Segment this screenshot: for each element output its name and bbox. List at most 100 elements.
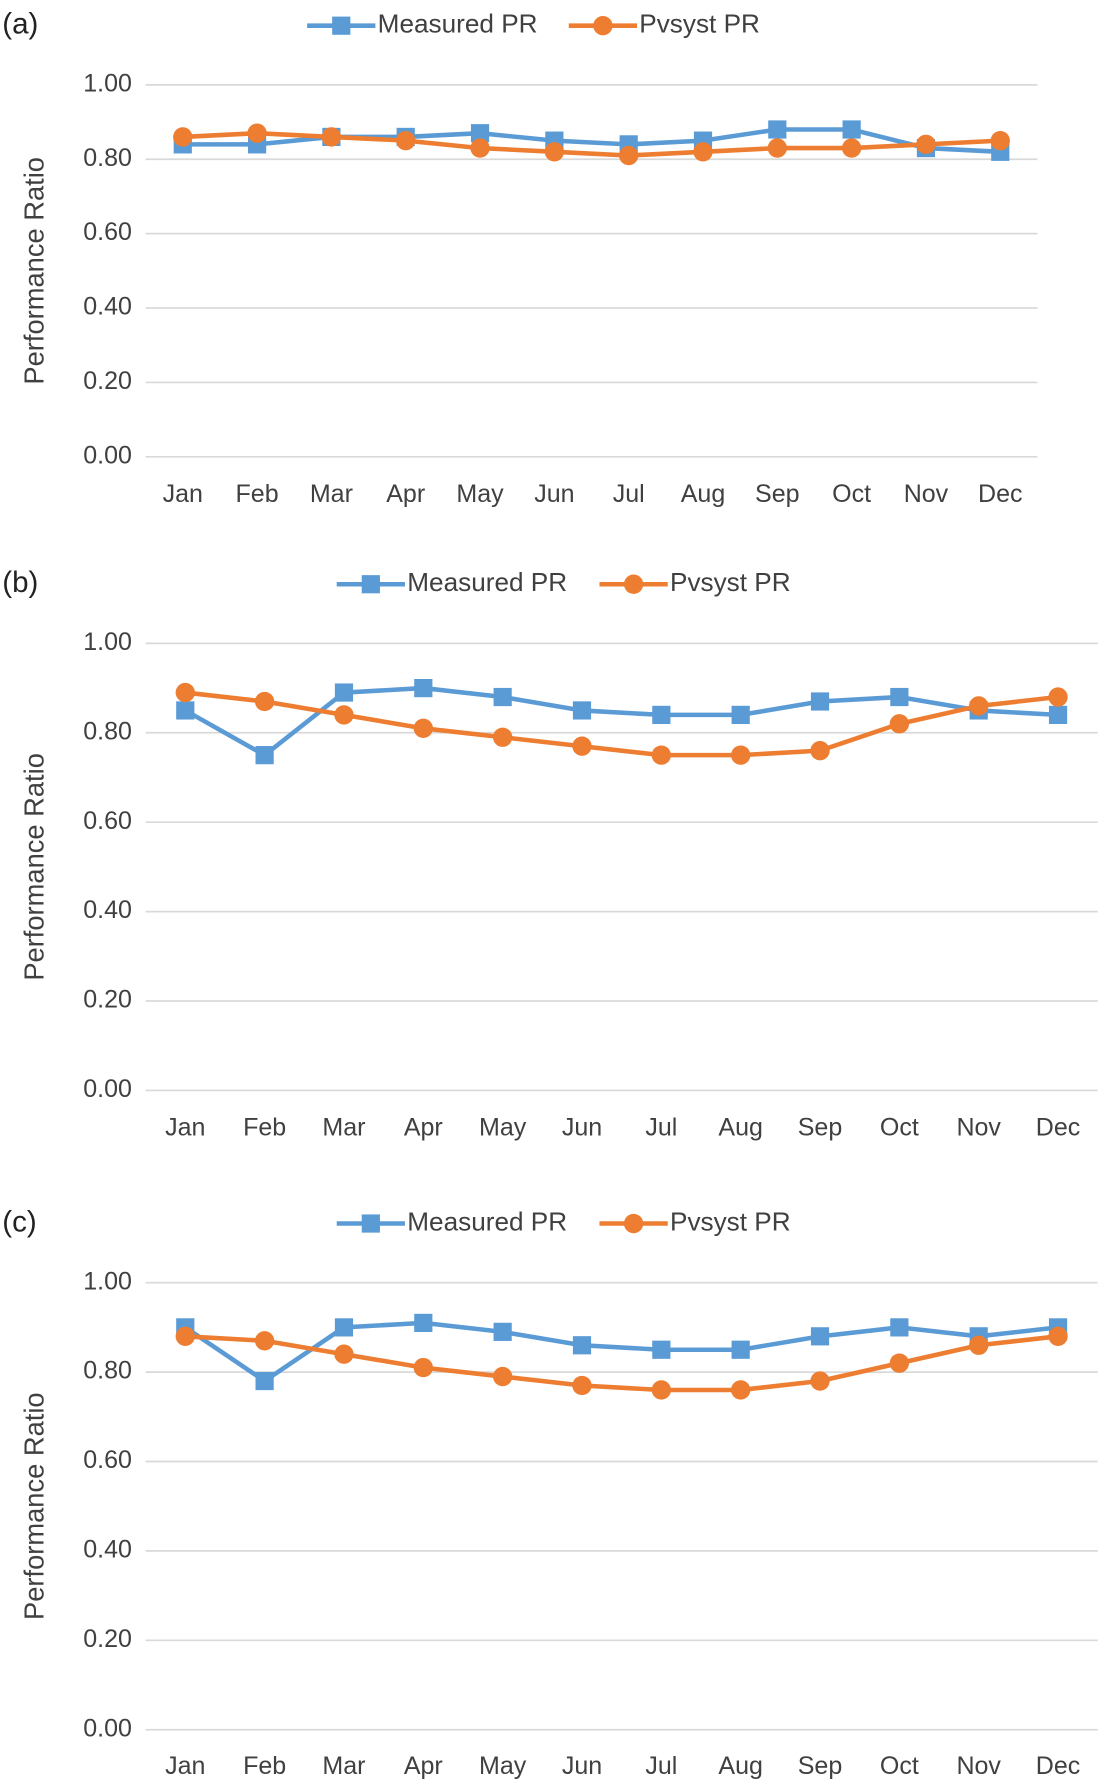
data-point — [572, 736, 592, 756]
y-tick-label: 0.20 — [83, 1625, 132, 1653]
x-tick-label: Sep — [755, 480, 800, 508]
data-point — [810, 741, 830, 761]
y-tick-label: 0.20 — [83, 986, 132, 1014]
x-tick-label: Apr — [404, 1752, 443, 1780]
data-point — [969, 696, 989, 716]
legend-label: Pvsyst PR — [670, 1206, 791, 1236]
data-point — [889, 714, 910, 734]
data-point — [889, 1353, 910, 1373]
y-tick-label: 0.20 — [83, 367, 132, 395]
legend-marker — [623, 574, 644, 594]
legend-marker — [361, 1214, 380, 1233]
series-line — [184, 685, 1059, 758]
data-point — [414, 1313, 433, 1333]
x-tick-label: Feb — [243, 1114, 286, 1142]
x-tick-label: Oct — [880, 1114, 919, 1142]
panel-label: (a) — [2, 8, 38, 41]
data-point — [767, 138, 787, 158]
x-tick-label: Jan — [165, 1114, 205, 1142]
data-point — [493, 687, 512, 707]
data-point — [1048, 687, 1068, 707]
data-point — [321, 127, 342, 147]
x-tick-label: Aug — [718, 1752, 763, 1780]
y-tick-label: 0.00 — [83, 1075, 132, 1103]
y-tick-label: 0.40 — [83, 1536, 132, 1564]
y-tick-label: 0.60 — [83, 807, 132, 835]
data-point — [175, 682, 195, 703]
data-point — [731, 1340, 750, 1359]
series-line — [185, 690, 1059, 758]
legend-marker — [593, 16, 613, 36]
data-point — [1048, 1326, 1068, 1346]
data-point — [247, 123, 267, 143]
y-tick-label: 0.80 — [83, 717, 132, 745]
data-point — [890, 687, 909, 707]
data-point — [731, 745, 751, 765]
data-point — [731, 705, 750, 725]
x-tick-label: May — [479, 1114, 527, 1142]
data-point — [334, 1344, 354, 1364]
data-point — [842, 120, 861, 139]
y-tick-label: 0.00 — [83, 1714, 132, 1742]
data-point — [255, 746, 274, 765]
series-line — [184, 1320, 1059, 1384]
data-point — [544, 142, 565, 162]
x-tick-label: Dec — [1036, 1114, 1081, 1142]
data-point — [176, 701, 195, 720]
x-tick-label: Aug — [681, 480, 726, 508]
data-point — [414, 678, 433, 698]
x-tick-label: Jan — [165, 1752, 205, 1780]
data-point — [470, 138, 490, 158]
data-point — [396, 130, 416, 151]
data-point — [1048, 705, 1068, 725]
y-tick-label: 1.00 — [83, 628, 132, 656]
y-tick-label: 0.00 — [83, 441, 132, 469]
x-tick-label: Aug — [718, 1114, 763, 1142]
x-tick-label: Mar — [322, 1114, 365, 1142]
data-point — [572, 1375, 592, 1396]
legend-label: Measured PR — [407, 1206, 567, 1236]
data-point — [254, 1331, 275, 1351]
data-point — [493, 1322, 512, 1341]
data-point — [572, 1336, 592, 1355]
x-tick-label: Feb — [243, 1752, 286, 1780]
x-tick-label: Jan — [163, 480, 203, 508]
data-point — [173, 127, 193, 147]
x-tick-label: Jul — [645, 1752, 677, 1780]
y-tick-label: 0.80 — [83, 1357, 132, 1385]
data-point — [492, 1366, 513, 1387]
legend-label: Pvsyst PR — [639, 9, 760, 39]
data-point — [334, 1318, 354, 1337]
x-tick-label: Nov — [956, 1114, 1001, 1142]
y-tick-label: 0.80 — [83, 144, 132, 172]
x-tick-label: May — [456, 480, 504, 508]
x-tick-label: Sep — [798, 1752, 843, 1780]
y-tick-label: 0.60 — [83, 1446, 132, 1474]
data-point — [768, 120, 787, 139]
x-tick-label: Mar — [322, 1752, 365, 1780]
y-tick-label: 1.00 — [83, 1267, 132, 1295]
data-point — [651, 745, 672, 765]
x-tick-label: Oct — [832, 480, 871, 508]
data-point — [470, 124, 490, 143]
legend-label: Pvsyst PR — [670, 567, 791, 597]
x-tick-label: Mar — [310, 480, 353, 508]
y-axis-label: Performance Ratio — [19, 157, 50, 385]
data-point — [572, 701, 592, 720]
x-tick-label: May — [479, 1752, 527, 1780]
data-point — [255, 1371, 274, 1391]
x-tick-label: Jul — [645, 1114, 677, 1142]
data-point — [731, 1380, 751, 1400]
data-point — [890, 1318, 909, 1337]
legend-label: Measured PR — [378, 9, 538, 39]
y-tick-label: 0.60 — [83, 218, 132, 246]
legend-label: Measured PR — [407, 567, 567, 597]
x-tick-label: Nov — [956, 1752, 1001, 1780]
y-tick-label: 1.00 — [83, 69, 132, 97]
x-tick-label: Apr — [404, 1114, 443, 1142]
data-point — [334, 683, 354, 702]
x-tick-label: Dec — [1036, 1752, 1081, 1780]
data-point — [413, 718, 433, 738]
series-line — [182, 130, 1001, 158]
